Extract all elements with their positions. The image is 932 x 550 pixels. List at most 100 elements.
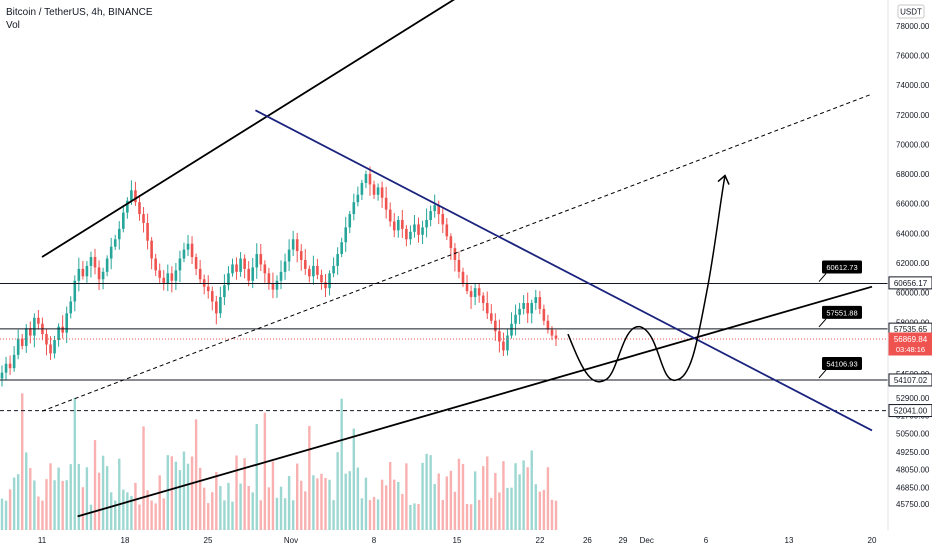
candle-body [477, 288, 481, 296]
candle-body [259, 254, 263, 265]
volume-bar [154, 503, 157, 530]
candle-body [8, 363, 12, 369]
candle-body [77, 268, 81, 281]
volume-bar [255, 423, 258, 530]
price-callout: 54106.93 [818, 356, 862, 379]
volume-bar [77, 463, 81, 530]
volume-bar [97, 472, 101, 530]
price-tick-label: 50500.00 [896, 429, 930, 438]
volume-bar [506, 487, 509, 530]
candle-body [376, 187, 380, 195]
candle-body [215, 301, 218, 314]
candle-body [413, 224, 416, 232]
candle-body [263, 264, 267, 274]
volume-bar [376, 499, 380, 530]
volume-bar [401, 493, 404, 530]
volume-bar [53, 480, 56, 530]
volume-bar [413, 503, 416, 530]
price-callouts: 60612.73 57551.88 54106.93 [818, 260, 862, 379]
candle-body [162, 277, 166, 284]
volume-bar [223, 500, 226, 530]
volume-bar [473, 471, 477, 530]
candle-body [12, 354, 16, 369]
candle-body [122, 212, 125, 229]
volume-bar [308, 425, 311, 530]
candle-body [101, 271, 105, 280]
volume-bar [304, 491, 307, 530]
candle-body [73, 280, 77, 302]
volume-bar [336, 452, 339, 530]
candle-body [279, 271, 283, 281]
candle-body [352, 202, 356, 215]
candle-body [372, 184, 376, 195]
price-tick-label: 76000.00 [896, 51, 930, 60]
volume-bar [202, 487, 206, 530]
volume-bar [490, 497, 493, 530]
time-tick-label: Nov [284, 536, 298, 545]
trendline-lower-channel [77, 285, 873, 518]
volume-bar [477, 499, 481, 530]
candle-body [109, 246, 113, 259]
volume-bar [461, 463, 465, 530]
axis-price-label-text: 52041.00 [894, 407, 928, 416]
volume-bar [126, 492, 129, 530]
candle-body [24, 328, 28, 346]
candle-body [485, 302, 489, 314]
volume-bar [530, 450, 533, 530]
candle-body [384, 197, 388, 210]
callout-label: 57551.88 [826, 308, 857, 317]
candle-body [138, 202, 141, 215]
volume-bar [207, 503, 210, 530]
volume-bar [271, 461, 275, 530]
candle-body [166, 273, 170, 284]
candle-body [219, 297, 222, 314]
candle-body [433, 205, 436, 212]
candle-body [320, 274, 323, 283]
volume-bar [344, 473, 347, 530]
volume-bar [158, 475, 161, 530]
volume-bar [514, 463, 517, 530]
candle-body [206, 286, 210, 292]
volume-bar [37, 496, 40, 530]
volume-bar [138, 504, 141, 530]
candle-body [89, 257, 93, 266]
volume-bar [122, 489, 125, 530]
volume-bar [502, 461, 505, 530]
candle-body [522, 302, 525, 309]
candle-body [328, 273, 331, 289]
volume-bar [65, 480, 68, 530]
candle-body [514, 314, 517, 324]
volume-bar [267, 487, 271, 530]
volume-bar [101, 455, 105, 530]
price-tick-label: 48050.00 [896, 466, 930, 475]
axis-price-label: 60656.17 [888, 276, 932, 290]
candle-body [283, 261, 287, 272]
candle-body [29, 328, 32, 336]
trendline-descending [255, 109, 873, 432]
volume-bar [235, 455, 238, 530]
candle-body [81, 268, 85, 277]
candle-body [530, 302, 534, 314]
volume-bar [340, 398, 343, 530]
volume-bar [49, 463, 52, 530]
candle-body [498, 331, 501, 342]
candle-body [178, 258, 182, 271]
candle-body [275, 280, 279, 290]
volume-bar [259, 500, 263, 530]
volume-bar [300, 480, 303, 530]
candle-body [441, 214, 445, 225]
candle-body [489, 313, 493, 321]
candle-body [401, 219, 404, 229]
candle-body [267, 273, 271, 284]
volume-bar [89, 504, 93, 530]
candle-body [202, 279, 206, 287]
candle-body [429, 211, 432, 220]
candle-body [271, 283, 275, 290]
time-tick-label: 11 [38, 536, 47, 545]
candle-body [247, 268, 250, 281]
volume-bar [437, 473, 440, 530]
candle-body [303, 260, 307, 269]
axis-price-label: 52041.00 [888, 404, 932, 418]
